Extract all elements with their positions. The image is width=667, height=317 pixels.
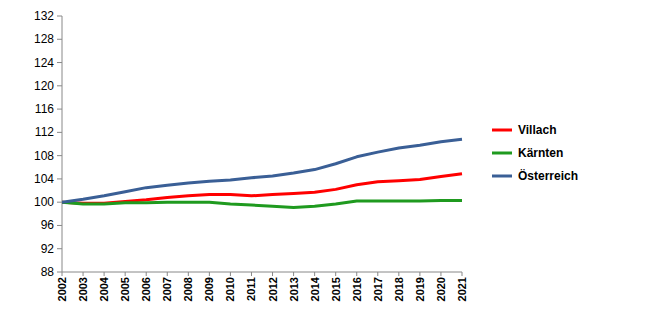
x-tick-label: 2016 — [351, 277, 363, 301]
y-tick — [57, 109, 62, 110]
x-tick-label: 2006 — [140, 277, 152, 301]
x-tick-label: 2009 — [203, 277, 215, 301]
chart: 88 92 96 100 104 108 112 116 120 124 128 132 2002 200… — [0, 0, 667, 317]
y-tick — [57, 272, 62, 273]
x-tick-label: 2019 — [414, 277, 426, 301]
x-tick — [146, 272, 147, 276]
x-tick — [440, 272, 441, 276]
x-tick-label: 2015 — [330, 277, 342, 301]
x-tick — [230, 272, 231, 276]
x-axis — [62, 272, 462, 273]
y-tick-label: 132 — [34, 9, 54, 23]
x-tick — [62, 272, 63, 276]
legend-swatch — [492, 129, 512, 132]
y-tick-label: 108 — [34, 149, 54, 163]
x-tick — [293, 272, 294, 276]
legend-label: Villach — [518, 123, 556, 137]
x-tick — [188, 272, 189, 276]
x-tick-label: 2007 — [161, 277, 173, 301]
x-tick-label: 2020 — [435, 277, 447, 301]
y-tick — [57, 225, 62, 226]
y-tick-label: 96 — [41, 218, 55, 232]
x-tick-label: 2010 — [224, 277, 236, 301]
x-tick-label: 2003 — [77, 277, 89, 301]
y-tick-label: 104 — [34, 172, 54, 186]
y-tick-label: 116 — [35, 102, 54, 116]
y-tick — [57, 16, 62, 17]
y-tick-label: 120 — [34, 79, 54, 93]
y-tick — [57, 248, 62, 249]
x-tick-label: 2004 — [98, 276, 110, 301]
x-tick — [377, 272, 378, 276]
x-tick-label: 2013 — [288, 277, 300, 301]
y-tick-label: 112 — [35, 125, 54, 139]
x-tick — [462, 272, 463, 276]
y-tick — [57, 85, 62, 86]
y-tick-label: 124 — [34, 56, 54, 70]
x-tick-label: 2005 — [119, 277, 131, 301]
x-tick — [419, 272, 420, 276]
series-line — [62, 139, 462, 202]
x-tick — [272, 272, 273, 276]
y-tick-label: 88 — [41, 265, 55, 279]
x-tick-label: 2012 — [267, 277, 279, 301]
legend-label: Kärnten — [518, 146, 563, 160]
legend-swatch — [492, 175, 512, 178]
x-tick-label: 2008 — [182, 277, 194, 301]
x-tick — [251, 272, 252, 276]
x-tick — [314, 272, 315, 276]
y-tick-label: 128 — [34, 32, 54, 46]
y-tick — [57, 62, 62, 63]
y-tick — [57, 178, 62, 179]
y-tick — [57, 202, 62, 203]
x-tick — [83, 272, 84, 276]
legend-label: Österreich — [518, 168, 578, 183]
x-tick — [167, 272, 168, 276]
x-tick — [335, 272, 336, 276]
x-tick-label: 2017 — [372, 277, 384, 301]
x-tick — [356, 272, 357, 276]
legend-swatch — [492, 152, 512, 155]
x-tick — [104, 272, 105, 276]
x-tick-label: 2011 — [245, 277, 257, 301]
x-tick-label: 2014 — [309, 276, 321, 301]
y-axis — [62, 16, 63, 272]
x-tick — [209, 272, 210, 276]
y-tick — [57, 39, 62, 40]
x-tick — [398, 272, 399, 276]
y-tick — [57, 132, 62, 133]
x-tick-label: 2021 — [456, 277, 468, 301]
lines — [62, 139, 462, 207]
y-tick — [57, 155, 62, 156]
y-tick-label: 92 — [41, 242, 55, 256]
x-tick-label: 2018 — [393, 277, 405, 301]
x-tick-label: 2002 — [56, 277, 68, 301]
series-line — [62, 200, 462, 207]
x-tick — [125, 272, 126, 276]
y-tick-label: 100 — [34, 195, 54, 209]
